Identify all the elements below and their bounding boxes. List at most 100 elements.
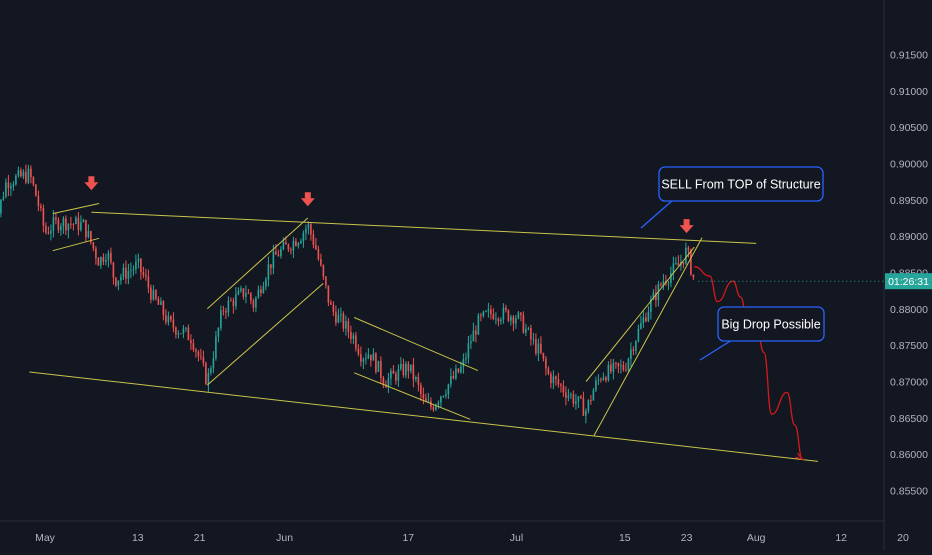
candle-body xyxy=(462,359,465,367)
candle-body xyxy=(600,379,602,381)
candle-body xyxy=(37,196,40,206)
candle-body xyxy=(207,372,210,384)
candle-body xyxy=(35,184,37,197)
candle-body xyxy=(305,228,307,233)
candle-body xyxy=(642,317,645,324)
sell-arrow-icon xyxy=(679,219,694,234)
candle-body xyxy=(192,343,195,350)
y-tick-label: 0.91500 xyxy=(890,50,928,62)
price-badge-label: 01:26:31 xyxy=(888,276,929,288)
trendline-flag-may-lower xyxy=(52,237,100,252)
candle-body xyxy=(30,168,32,178)
candle-body xyxy=(332,304,335,312)
candle-body xyxy=(162,301,165,316)
candle-body xyxy=(487,309,490,312)
candle-body xyxy=(237,290,240,295)
candle-body xyxy=(60,226,62,231)
x-tick-label: Jul xyxy=(510,532,523,544)
candle-body xyxy=(152,290,155,300)
candle-body xyxy=(672,263,675,274)
callout-pointer xyxy=(699,339,733,361)
candle-body xyxy=(670,273,672,283)
trendline-channel-top xyxy=(91,211,757,244)
candle-body xyxy=(310,224,312,235)
candle-body xyxy=(257,289,260,298)
candle-body xyxy=(325,276,327,286)
candle-body xyxy=(417,377,420,385)
x-tick-label: 23 xyxy=(681,532,693,544)
candle-body xyxy=(465,357,467,360)
candle-body xyxy=(342,313,345,329)
candle-body xyxy=(387,378,390,388)
candle-body xyxy=(317,249,320,260)
candle-body xyxy=(220,310,222,329)
candle-body xyxy=(412,364,415,380)
candle-body xyxy=(525,328,527,333)
candle-body xyxy=(150,287,152,300)
candle-body xyxy=(262,286,265,293)
candle-body xyxy=(632,349,635,351)
candle-body xyxy=(7,182,10,189)
candle-body xyxy=(500,319,502,322)
candle-body xyxy=(577,396,580,402)
candle-body xyxy=(297,243,300,246)
candle-body xyxy=(475,330,477,335)
y-tick-label: 0.89500 xyxy=(890,195,928,207)
candle-body xyxy=(427,400,430,402)
candle-body xyxy=(687,247,690,251)
candle-body xyxy=(255,297,257,308)
candle-body xyxy=(90,231,92,243)
candle-body xyxy=(197,351,200,357)
candle-body xyxy=(202,357,205,364)
candle-body xyxy=(495,318,497,320)
x-tick-label: 15 xyxy=(619,532,631,544)
candle-body xyxy=(530,328,532,340)
candle-body xyxy=(45,225,47,233)
candle-body xyxy=(420,384,422,395)
candle-body xyxy=(655,292,657,301)
candle-body xyxy=(622,365,625,370)
candle-body xyxy=(570,394,572,396)
candle-body xyxy=(557,379,560,385)
candle-body xyxy=(615,362,617,364)
candle-body xyxy=(365,358,367,360)
y-tick-label: 0.90000 xyxy=(890,159,928,171)
candle-body xyxy=(537,343,540,354)
candle-body xyxy=(120,276,122,281)
candle-body xyxy=(685,247,687,264)
candle-body xyxy=(190,340,192,344)
candle-body xyxy=(625,369,627,371)
candle-body xyxy=(515,318,517,324)
candle-body xyxy=(235,294,237,307)
y-tick-label: 0.88000 xyxy=(890,304,928,316)
candle-body xyxy=(555,376,557,380)
candle-body xyxy=(80,222,82,230)
candle-body xyxy=(145,274,147,277)
candle-body xyxy=(75,217,77,225)
candle-body xyxy=(652,292,655,300)
candle-body xyxy=(65,218,67,231)
candle-body xyxy=(610,364,612,372)
candle-body xyxy=(607,364,610,381)
y-tick-label: 0.86000 xyxy=(890,449,928,461)
candle-body xyxy=(287,244,290,250)
candle-body xyxy=(20,170,22,177)
candle-body xyxy=(645,317,647,322)
trendline-wedge-june-lower xyxy=(354,372,471,420)
annotations-layer: SELL From TOP of Structure Big Drop Possi… xyxy=(640,166,825,361)
candle-body xyxy=(115,277,117,286)
candle-body xyxy=(502,307,505,320)
sell-annotation: SELL From TOP of Structure xyxy=(640,166,824,229)
candle-body xyxy=(590,400,592,401)
y-tick-label: 0.89000 xyxy=(890,231,928,243)
trendline-rise-july-lower xyxy=(593,237,703,437)
candle-body xyxy=(337,314,340,323)
candle-body xyxy=(595,380,597,391)
candle-body xyxy=(22,172,25,177)
y-tick-label: 0.87000 xyxy=(890,377,928,389)
candle-body xyxy=(210,368,212,373)
candle-body xyxy=(347,321,350,332)
